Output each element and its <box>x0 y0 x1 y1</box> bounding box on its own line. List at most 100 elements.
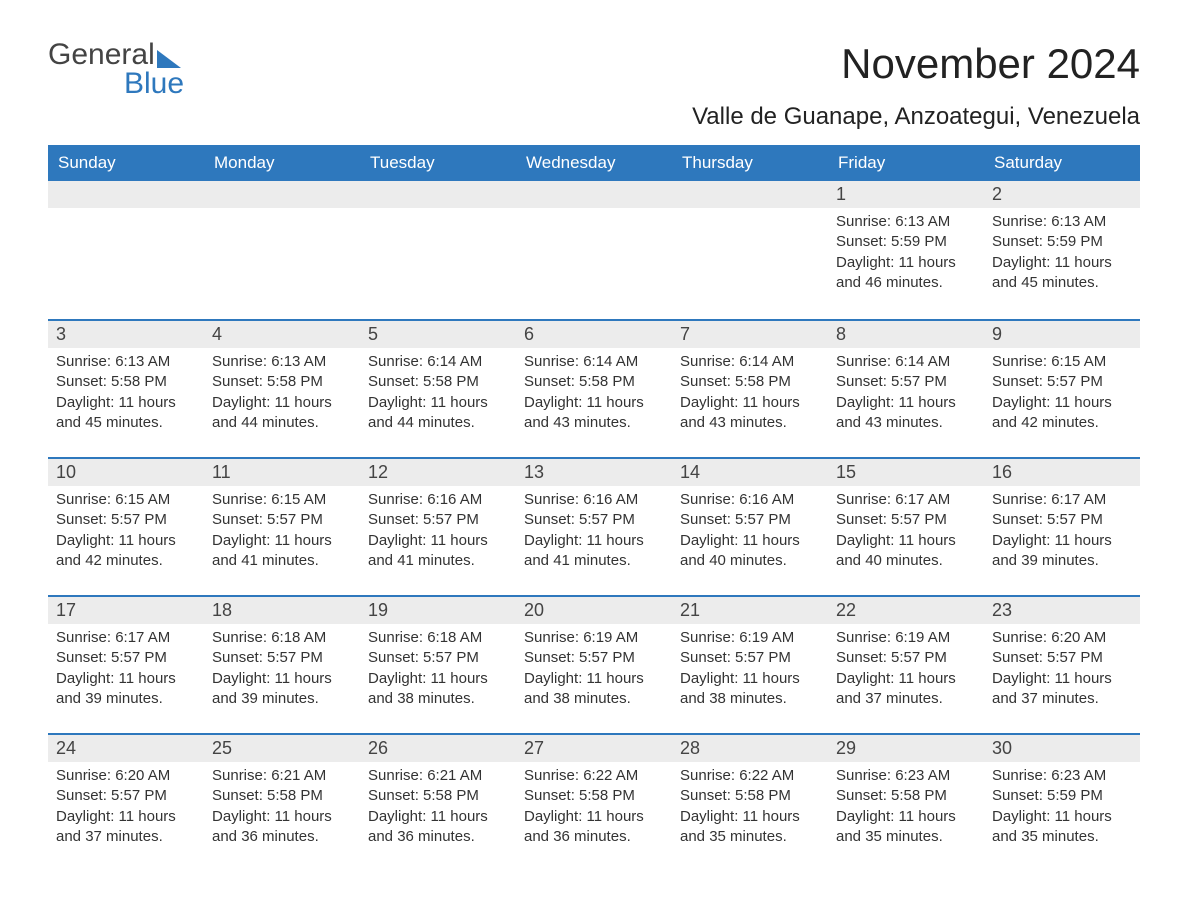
day-details: Sunrise: 6:15 AMSunset: 5:57 PMDaylight:… <box>48 486 204 579</box>
calendar-cell: 17Sunrise: 6:17 AMSunset: 5:57 PMDayligh… <box>48 595 204 733</box>
day-details: Sunrise: 6:22 AMSunset: 5:58 PMDaylight:… <box>672 762 828 855</box>
calendar-cell: 22Sunrise: 6:19 AMSunset: 5:57 PMDayligh… <box>828 595 984 733</box>
sunrise-text: Sunrise: 6:16 AM <box>524 490 664 510</box>
sunset-text: Sunset: 5:58 PM <box>212 372 352 392</box>
calendar-cell: 13Sunrise: 6:16 AMSunset: 5:57 PMDayligh… <box>516 457 672 595</box>
daylight-text: Daylight: 11 hours and 39 minutes. <box>56 669 196 710</box>
day-details: Sunrise: 6:17 AMSunset: 5:57 PMDaylight:… <box>48 624 204 717</box>
day-details: Sunrise: 6:23 AMSunset: 5:58 PMDaylight:… <box>828 762 984 855</box>
day-number-bar <box>360 181 516 208</box>
sunset-text: Sunset: 5:57 PM <box>56 786 196 806</box>
logo-line1: General <box>48 40 181 70</box>
day-header: Wednesday <box>516 145 672 181</box>
sunrise-text: Sunrise: 6:14 AM <box>368 352 508 372</box>
calendar-body: 1Sunrise: 6:13 AMSunset: 5:59 PMDaylight… <box>48 181 1140 871</box>
sunset-text: Sunset: 5:57 PM <box>992 648 1132 668</box>
day-number: 21 <box>672 595 828 624</box>
calendar-cell: 5Sunrise: 6:14 AMSunset: 5:58 PMDaylight… <box>360 319 516 457</box>
day-details: Sunrise: 6:14 AMSunset: 5:57 PMDaylight:… <box>828 348 984 441</box>
calendar-table: SundayMondayTuesdayWednesdayThursdayFrid… <box>48 145 1140 871</box>
day-details: Sunrise: 6:18 AMSunset: 5:57 PMDaylight:… <box>204 624 360 717</box>
sunrise-text: Sunrise: 6:21 AM <box>212 766 352 786</box>
day-details: Sunrise: 6:23 AMSunset: 5:59 PMDaylight:… <box>984 762 1140 855</box>
day-details: Sunrise: 6:14 AMSunset: 5:58 PMDaylight:… <box>360 348 516 441</box>
day-number: 14 <box>672 457 828 486</box>
sunrise-text: Sunrise: 6:13 AM <box>992 212 1132 232</box>
daylight-text: Daylight: 11 hours and 41 minutes. <box>212 531 352 572</box>
logo-word2: Blue <box>124 70 184 97</box>
sunset-text: Sunset: 5:58 PM <box>368 786 508 806</box>
sunset-text: Sunset: 5:57 PM <box>212 510 352 530</box>
day-number: 4 <box>204 319 360 348</box>
sunset-text: Sunset: 5:57 PM <box>836 510 976 530</box>
sunset-text: Sunset: 5:58 PM <box>680 786 820 806</box>
calendar-cell: 27Sunrise: 6:22 AMSunset: 5:58 PMDayligh… <box>516 733 672 871</box>
calendar-cell: 15Sunrise: 6:17 AMSunset: 5:57 PMDayligh… <box>828 457 984 595</box>
day-number: 6 <box>516 319 672 348</box>
day-details: Sunrise: 6:16 AMSunset: 5:57 PMDaylight:… <box>672 486 828 579</box>
sunrise-text: Sunrise: 6:20 AM <box>56 766 196 786</box>
calendar-cell: 20Sunrise: 6:19 AMSunset: 5:57 PMDayligh… <box>516 595 672 733</box>
day-number: 18 <box>204 595 360 624</box>
calendar-week: 17Sunrise: 6:17 AMSunset: 5:57 PMDayligh… <box>48 595 1140 733</box>
sunset-text: Sunset: 5:57 PM <box>524 648 664 668</box>
daylight-text: Daylight: 11 hours and 39 minutes. <box>992 531 1132 572</box>
day-number: 20 <box>516 595 672 624</box>
sunset-text: Sunset: 5:58 PM <box>680 372 820 392</box>
sunrise-text: Sunrise: 6:23 AM <box>992 766 1132 786</box>
calendar-cell: 1Sunrise: 6:13 AMSunset: 5:59 PMDaylight… <box>828 181 984 319</box>
day-details: Sunrise: 6:17 AMSunset: 5:57 PMDaylight:… <box>984 486 1140 579</box>
calendar-week: 1Sunrise: 6:13 AMSunset: 5:59 PMDaylight… <box>48 181 1140 319</box>
calendar-week: 10Sunrise: 6:15 AMSunset: 5:57 PMDayligh… <box>48 457 1140 595</box>
sunset-text: Sunset: 5:57 PM <box>680 510 820 530</box>
daylight-text: Daylight: 11 hours and 38 minutes. <box>680 669 820 710</box>
sunrise-text: Sunrise: 6:19 AM <box>680 628 820 648</box>
sunrise-text: Sunrise: 6:14 AM <box>836 352 976 372</box>
day-number: 28 <box>672 733 828 762</box>
calendar-cell: 23Sunrise: 6:20 AMSunset: 5:57 PMDayligh… <box>984 595 1140 733</box>
calendar-week: 24Sunrise: 6:20 AMSunset: 5:57 PMDayligh… <box>48 733 1140 871</box>
sunrise-text: Sunrise: 6:22 AM <box>524 766 664 786</box>
day-details: Sunrise: 6:15 AMSunset: 5:57 PMDaylight:… <box>204 486 360 579</box>
daylight-text: Daylight: 11 hours and 37 minutes. <box>836 669 976 710</box>
day-details: Sunrise: 6:22 AMSunset: 5:58 PMDaylight:… <box>516 762 672 855</box>
day-header: Thursday <box>672 145 828 181</box>
sunset-text: Sunset: 5:57 PM <box>680 648 820 668</box>
calendar-cell: 25Sunrise: 6:21 AMSunset: 5:58 PMDayligh… <box>204 733 360 871</box>
day-number: 8 <box>828 319 984 348</box>
sunrise-text: Sunrise: 6:13 AM <box>56 352 196 372</box>
day-number: 3 <box>48 319 204 348</box>
sunrise-text: Sunrise: 6:13 AM <box>836 212 976 232</box>
daylight-text: Daylight: 11 hours and 44 minutes. <box>368 393 508 434</box>
daylight-text: Daylight: 11 hours and 41 minutes. <box>368 531 508 572</box>
sunrise-text: Sunrise: 6:19 AM <box>836 628 976 648</box>
sunset-text: Sunset: 5:58 PM <box>212 786 352 806</box>
day-header: Sunday <box>48 145 204 181</box>
day-details: Sunrise: 6:16 AMSunset: 5:57 PMDaylight:… <box>516 486 672 579</box>
sunset-text: Sunset: 5:58 PM <box>56 372 196 392</box>
calendar-cell: 8Sunrise: 6:14 AMSunset: 5:57 PMDaylight… <box>828 319 984 457</box>
calendar-cell: 29Sunrise: 6:23 AMSunset: 5:58 PMDayligh… <box>828 733 984 871</box>
calendar-cell <box>204 181 360 319</box>
calendar-cell: 30Sunrise: 6:23 AMSunset: 5:59 PMDayligh… <box>984 733 1140 871</box>
daylight-text: Daylight: 11 hours and 38 minutes. <box>524 669 664 710</box>
sunset-text: Sunset: 5:57 PM <box>56 648 196 668</box>
day-number: 15 <box>828 457 984 486</box>
day-number-bar <box>516 181 672 208</box>
sunrise-text: Sunrise: 6:16 AM <box>368 490 508 510</box>
sunset-text: Sunset: 5:57 PM <box>836 372 976 392</box>
day-details: Sunrise: 6:20 AMSunset: 5:57 PMDaylight:… <box>48 762 204 855</box>
sunrise-text: Sunrise: 6:18 AM <box>212 628 352 648</box>
sunset-text: Sunset: 5:57 PM <box>368 510 508 530</box>
sunrise-text: Sunrise: 6:15 AM <box>212 490 352 510</box>
sunset-text: Sunset: 5:57 PM <box>212 648 352 668</box>
day-number: 10 <box>48 457 204 486</box>
sunrise-text: Sunrise: 6:22 AM <box>680 766 820 786</box>
day-number: 22 <box>828 595 984 624</box>
daylight-text: Daylight: 11 hours and 38 minutes. <box>368 669 508 710</box>
daylight-text: Daylight: 11 hours and 35 minutes. <box>836 807 976 848</box>
day-header: Friday <box>828 145 984 181</box>
day-number: 7 <box>672 319 828 348</box>
day-number-bar <box>48 181 204 208</box>
sunset-text: Sunset: 5:59 PM <box>836 232 976 252</box>
